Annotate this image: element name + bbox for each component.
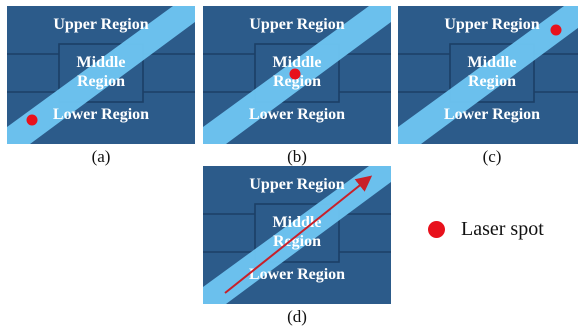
- lower-region-label: Lower Region: [249, 106, 345, 123]
- upper-region-label: Upper Region: [249, 16, 344, 33]
- upper-region-label: Upper Region: [249, 176, 344, 193]
- lower-region-label: Lower Region: [249, 266, 345, 283]
- middle-region-label-line1: Middle: [273, 54, 322, 71]
- diagram-panel-b: Upper Region Middle Region Lower Region: [203, 6, 391, 144]
- panel-graphic: Upper Region Middle Region Lower Region: [203, 166, 391, 304]
- legend: Laser spot: [428, 217, 544, 241]
- laser-spot-marker: [289, 68, 301, 80]
- laser-spot-legend-icon: [428, 220, 445, 238]
- diagram-panel-d: Upper Region Middle Region Lower Region: [203, 166, 391, 304]
- region-boundaries: [203, 43, 391, 103]
- beam-band: [7, 6, 195, 144]
- diagram-panel-c: Upper Region Middle Region Lower Region: [398, 6, 578, 144]
- middle-region-label-line1: Middle: [468, 54, 517, 71]
- middle-region-label-line2: Region: [273, 73, 321, 90]
- middle-region-label-line2: Region: [468, 73, 516, 90]
- middle-region-label-line2: Region: [77, 73, 125, 90]
- lower-region-label: Lower Region: [53, 106, 149, 123]
- diagram-panel-a: Upper Region Middle Region Lower Region: [7, 6, 195, 144]
- panel-caption: (c): [482, 147, 502, 166]
- scan-path-arrow: [224, 175, 373, 294]
- lower-region-label: Lower Region: [444, 106, 540, 123]
- upper-region-label: Upper Region: [53, 16, 148, 33]
- laser-spot-marker: [550, 24, 562, 36]
- region-boundaries: [203, 203, 391, 263]
- panel-caption: (d): [287, 307, 307, 326]
- laser-spot-marker: [26, 114, 38, 126]
- upper-region-label: Upper Region: [444, 16, 539, 33]
- panel-caption: (a): [91, 147, 111, 166]
- legend-label: Laser spot: [461, 217, 544, 240]
- panel-graphic: Upper Region Middle Region Lower Region: [7, 6, 195, 144]
- beam-band: [398, 6, 578, 144]
- panel-graphic: Upper Region Middle Region Lower Region: [398, 6, 578, 144]
- panel-graphic: Upper Region Middle Region Lower Region: [203, 6, 391, 144]
- panel-caption: (b): [287, 147, 307, 166]
- middle-region-label-line1: Middle: [77, 54, 126, 71]
